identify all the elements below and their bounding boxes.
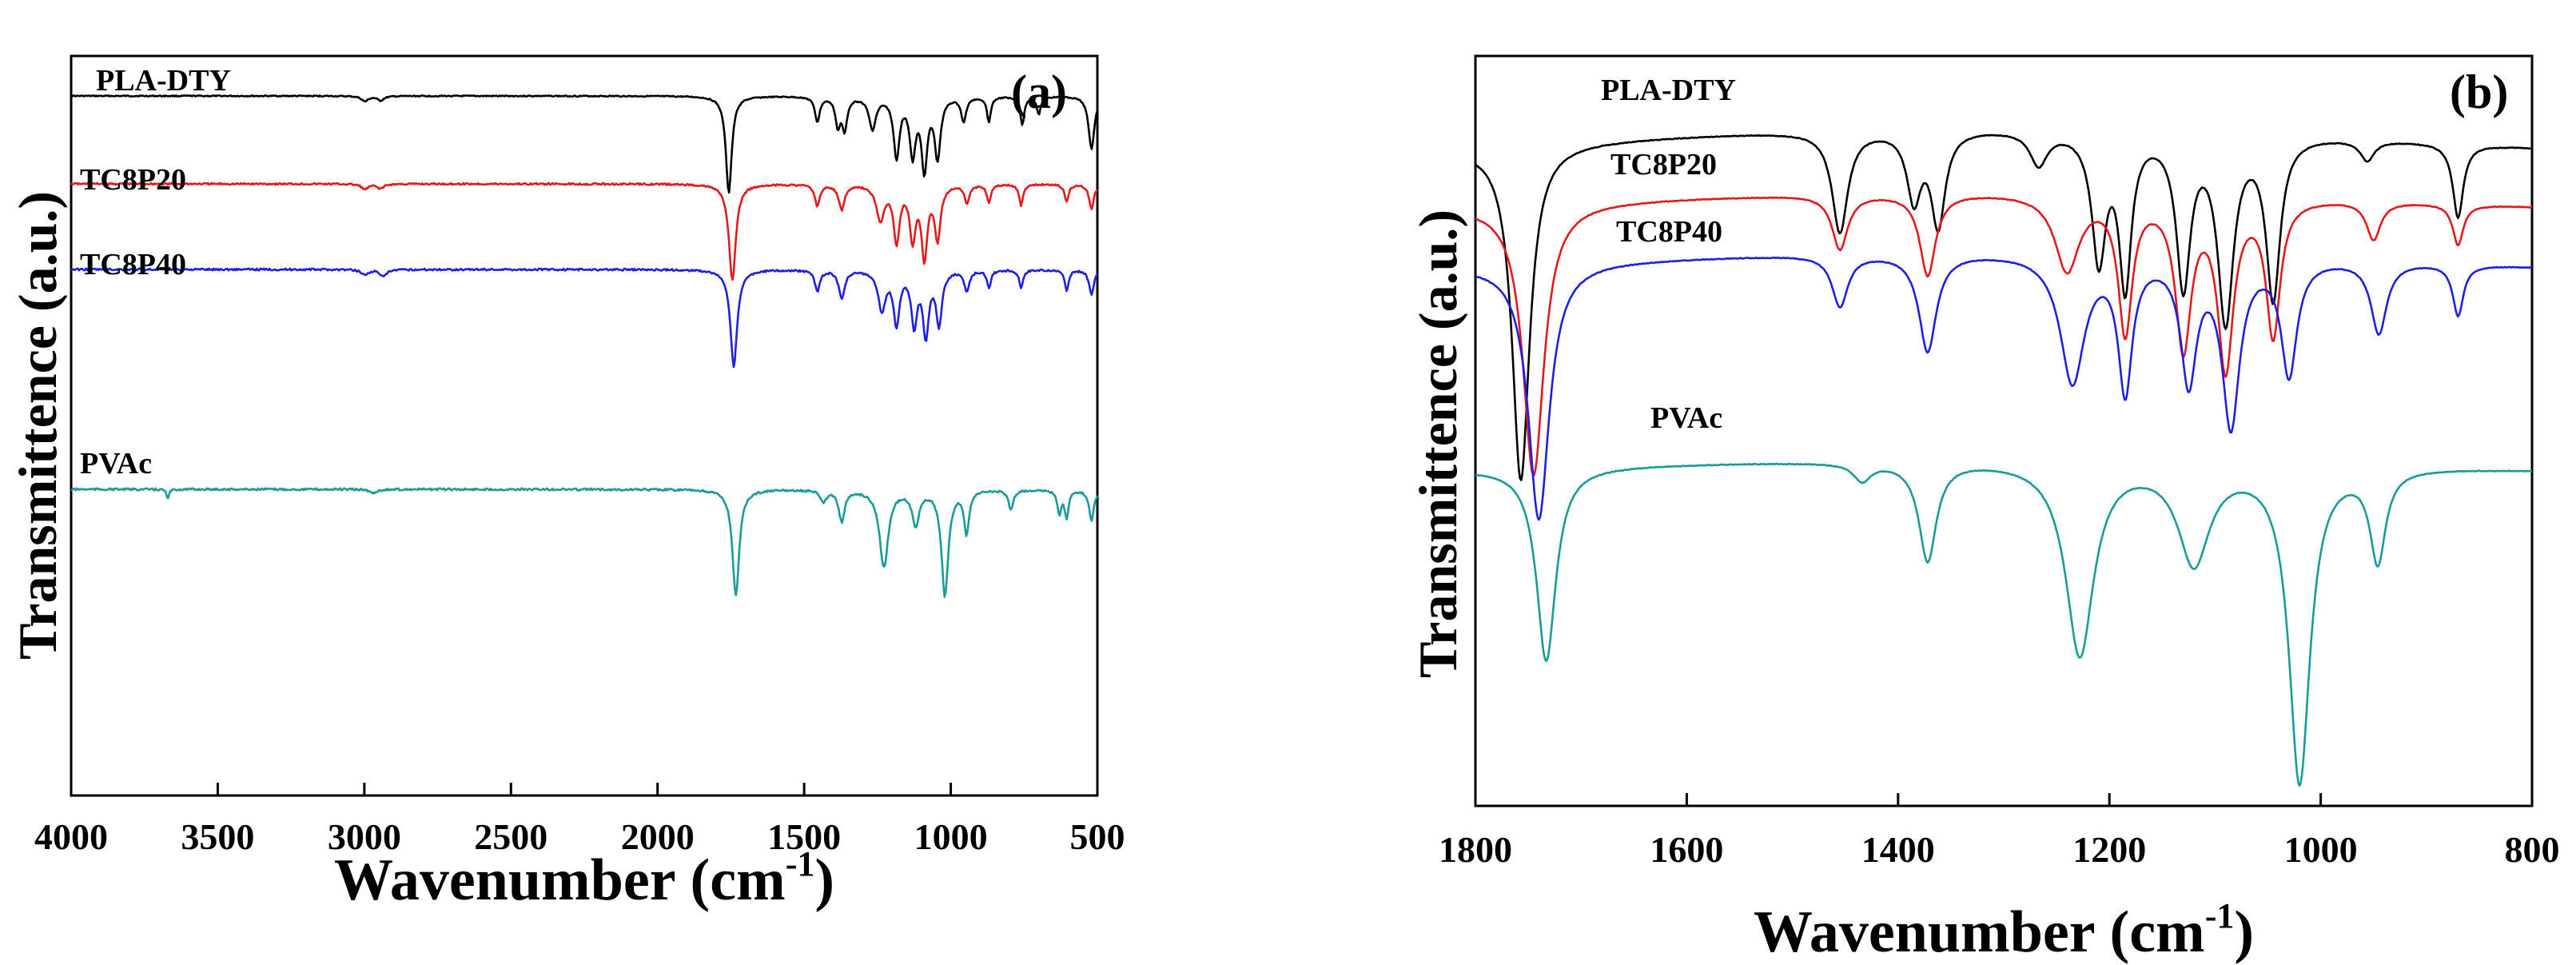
panel-b-label-tc8p40: TC8P40 [1616,215,1722,249]
panel-b-x-tick-label: 1400 [1861,829,1935,870]
panel-a-x-title-close: ) [814,847,834,913]
panel-b-label-pla-dty: PLA-DTY [1601,74,1736,107]
panel-a-label-pla-dty: PLA-DTY [96,64,231,98]
panel-b-x-title-close: ) [2234,899,2254,965]
panel-a-curve-tc8p40 [70,267,1099,369]
panel-a-x-tick-label: 4000 [34,816,108,857]
panel-b-plot-frame [1474,54,2534,807]
panel-b-label-tc8p20: TC8P20 [1610,148,1717,181]
panel-b-x-tick-label: 1200 [2072,829,2146,870]
panel-b-curves [1475,134,2533,788]
panel-a-curve-tc8p20 [70,181,1099,281]
panel-a-x-title-exponent: -1 [786,844,815,883]
panel-a-x-tick-label: 2500 [474,816,547,857]
panel-a-label-pvac: PVAc [80,447,152,481]
panel-a-x-ticks: 4000 3500 3000 2500 2000 1500 1000 500 [34,783,1125,857]
panel-a-x-title-word: Wavenumber [334,847,676,913]
panel-b-x-ticks: 1800 1600 1400 1200 1000 800 [1439,793,2560,870]
panel-a-x-tick-label: 2000 [621,816,695,857]
panel-a-label-tc8p20: TC8P20 [80,163,186,197]
panel-b-x-tick-label: 800 [2505,829,2560,870]
panel-b-x-title-word: Wavenumber [1754,899,2096,965]
panel-a-x-tick-label: 500 [1070,816,1125,857]
panel-a-x-axis-title: Wavenumber (cm-1) [334,844,834,913]
panel-b-tag: (b) [2450,66,2508,118]
panel-b-x-tick-label: 1600 [1650,829,1723,870]
panel-b-curve-tc8p40 [1475,256,2533,521]
panel-a-label-tc8p40: TC8P40 [80,248,186,281]
panel-a-y-axis-title: Transmittence (a.u.) [7,191,68,660]
panel-a-x-title-unit: (cm [691,847,786,913]
panel-a-x-tick-label: 1500 [767,816,841,857]
panel-b-label-pvac: PVAc [1650,401,1722,435]
panel-a: 4000 3500 3000 2500 2000 1500 1000 500 (a) PLA-… [7,54,1125,913]
panel-a-plot-frame [70,54,1099,797]
panel-b-curve-tc8p20 [1475,196,2533,477]
panel-a-curves [70,94,1099,598]
panel-b-y-axis-title: Transmittence (a.u.) [1407,209,1468,678]
panel-b-x-title-unit: (cm [2110,899,2205,965]
panel-b-curve-pla-dty [1475,134,2532,481]
panel-a-curve-pvac [70,487,1099,598]
panel-b: 1800 1600 1400 1200 1000 800 (b) PLA-DTY TC8P… [1407,54,2560,965]
panel-a-x-tick-label: 1000 [914,816,988,857]
panel-a-x-tick-label: 3500 [181,816,254,857]
panel-b-curve-pvac [1475,462,2533,788]
panel-a-curve-pla-dty [71,94,1099,194]
panel-b-x-tick-label: 1800 [1439,829,1512,870]
panel-a-tag: (a) [1011,66,1067,118]
panel-b-x-title-exponent: -1 [2205,896,2235,935]
panel-a-x-tick-label: 3000 [328,816,401,857]
panel-b-x-tick-label: 1000 [2284,829,2358,870]
panel-b-x-axis-title: Wavenumber (cm-1) [1754,896,2254,965]
